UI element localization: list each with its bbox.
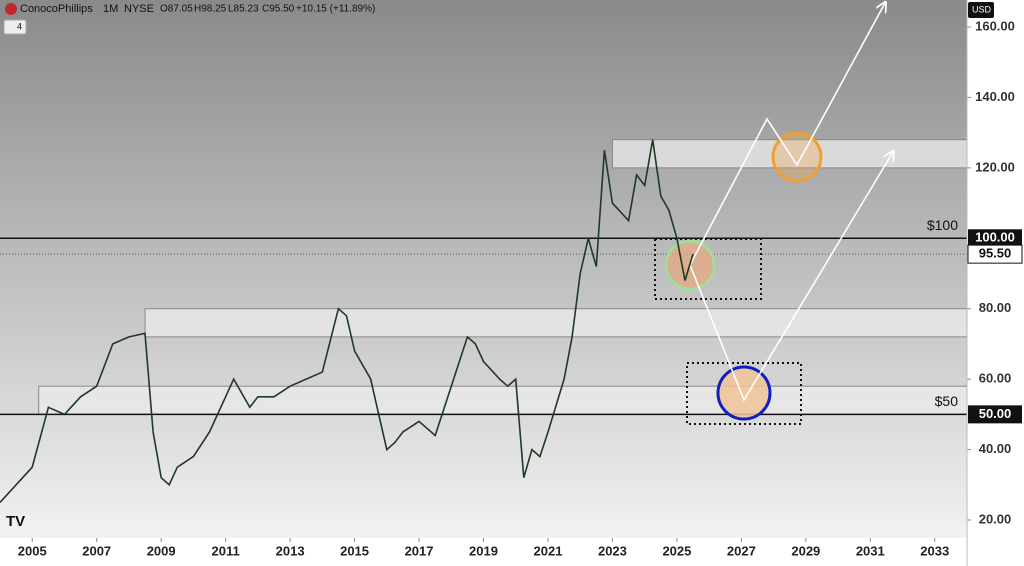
plot-background — [0, 0, 967, 538]
y-tick-label: 160.00 — [975, 18, 1015, 33]
zone — [144, 308, 968, 338]
x-tick-label: 2017 — [405, 543, 434, 558]
ohlc-value: +10.15 (+11.89%) — [296, 4, 375, 15]
ohlc-value: L85.23 — [228, 4, 259, 15]
x-tick-label: 2015 — [340, 543, 369, 558]
exchange: NYSE — [124, 3, 154, 15]
last-price-label: 95.50 — [979, 246, 1012, 261]
x-tick-label: 2009 — [147, 543, 176, 558]
x-tick-label: 2023 — [598, 543, 627, 558]
price-badge — [967, 244, 1023, 264]
dotted-box — [686, 362, 802, 425]
circle — [771, 131, 823, 183]
level-label: $100 — [927, 217, 958, 233]
zone — [38, 385, 968, 415]
x-tick-label: 2033 — [920, 543, 949, 558]
interval: 1M — [103, 3, 118, 15]
dotted-box — [654, 238, 762, 300]
indicator-count[interactable]: 4 — [17, 21, 22, 31]
y-tick-label: 20.00 — [979, 511, 1012, 526]
x-tick-label: 2011 — [212, 543, 240, 558]
y-tick-label: 40.00 — [979, 441, 1012, 456]
x-tick-label: 2029 — [791, 543, 820, 558]
y-tick-label: 80.00 — [979, 300, 1012, 315]
x-tick-label: 2013 — [276, 543, 305, 558]
x-tick-label: 2007 — [82, 543, 111, 558]
price-badge — [968, 405, 1022, 424]
price-badge-label: 50.00 — [979, 406, 1012, 421]
x-tick-label: 2021 — [534, 543, 563, 558]
symbol: ConocoPhillips — [20, 3, 93, 15]
y-tick-label: 140.00 — [975, 89, 1015, 104]
tv-logo: TV — [6, 513, 25, 530]
logo — [5, 3, 17, 15]
circle — [716, 365, 772, 421]
arrow — [689, 3, 885, 266]
arrow — [689, 152, 893, 402]
y-tick-label: 120.00 — [975, 159, 1015, 174]
level-label: $50 — [935, 393, 959, 409]
indicator-badge[interactable] — [3, 19, 27, 35]
price-badge — [968, 229, 1022, 248]
currency-badge — [968, 2, 994, 18]
y-tick-label: 60.00 — [979, 371, 1012, 386]
ohlc-value: H98.25 — [194, 4, 227, 15]
annotations — [654, 3, 893, 425]
price-axis — [967, 0, 1024, 566]
time-axis — [0, 538, 967, 566]
zone — [611, 139, 968, 169]
currency: USD — [972, 4, 992, 14]
price-line — [0, 139, 694, 503]
x-tick-label: 2027 — [727, 543, 756, 558]
ohlc-value: O87.05 — [160, 4, 193, 15]
price-badge-label: 100.00 — [975, 230, 1015, 245]
x-tick-label: 2025 — [662, 543, 691, 558]
ohlc-value: C95.50 — [262, 4, 295, 15]
x-tick-label: 2019 — [469, 543, 498, 558]
x-tick-label: 2005 — [18, 543, 47, 558]
x-tick-label: 2031 — [856, 543, 885, 558]
